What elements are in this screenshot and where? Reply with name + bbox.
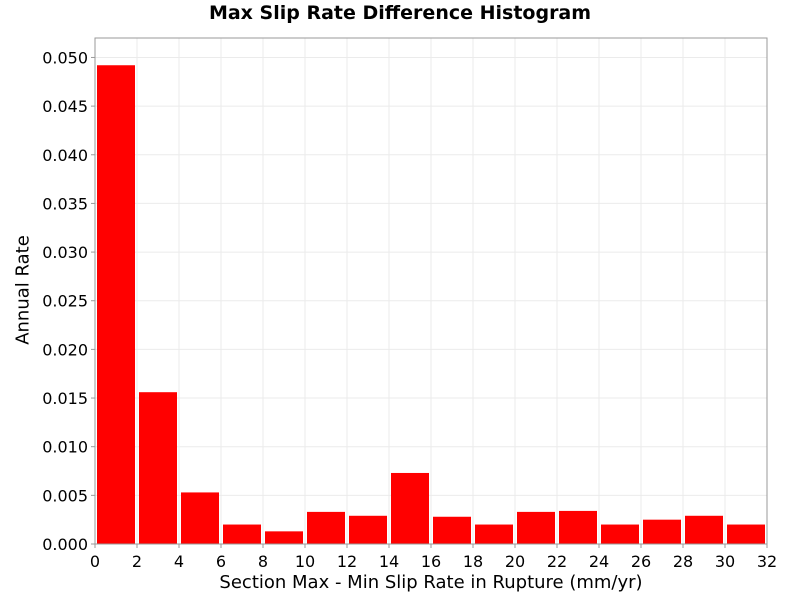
bars — [97, 65, 765, 544]
y-tick-label: 0.025 — [42, 292, 88, 311]
histogram-bar — [349, 515, 387, 544]
histogram-bar — [643, 519, 681, 544]
histogram-bar — [559, 510, 597, 544]
x-tick-label: 28 — [673, 552, 693, 571]
tick-labels: 0 2 4 6 8 10 12 14 16 18 20 22 24 26 28 30 320.0000.0050… — [42, 48, 777, 571]
x-tick-label: 18 — [463, 552, 483, 571]
x-tick-label: 26 — [631, 552, 651, 571]
histogram-bar — [181, 492, 219, 544]
histogram-bar — [517, 511, 555, 544]
histogram-bar — [727, 524, 765, 544]
x-tick-label: 6 — [216, 552, 226, 571]
histogram-bar — [685, 515, 723, 544]
x-axis-label: Section Max - Min Slip Rate in Rupture (… — [219, 572, 643, 593]
y-tick-label: 0.050 — [42, 48, 88, 67]
y-tick-label: 0.010 — [42, 438, 88, 457]
histogram-bar — [223, 524, 261, 544]
histogram-bar — [475, 524, 513, 544]
x-tick-label: 12 — [337, 552, 357, 571]
x-tick-label: 16 — [421, 552, 441, 571]
y-tick-label: 0.035 — [42, 194, 88, 213]
histogram-bar — [139, 392, 177, 544]
x-tick-label: 14 — [379, 552, 399, 571]
y-tick-label: 0.045 — [42, 97, 88, 116]
y-tick-label: 0.015 — [42, 389, 88, 408]
y-tick-label: 0.005 — [42, 486, 88, 505]
histogram-bar — [433, 516, 471, 544]
y-tick-label: 0.020 — [42, 340, 88, 359]
x-tick-label: 0 — [90, 552, 100, 571]
x-tick-label: 30 — [715, 552, 735, 571]
y-tick-label: 0.030 — [42, 243, 88, 262]
y-tick-label: 0.000 — [42, 535, 88, 554]
y-tick-label: 0.040 — [42, 146, 88, 165]
histogram-bar — [97, 65, 135, 544]
grid-lines — [94, 38, 768, 545]
chart-title: Max Slip Rate Difference Histogram — [208, 2, 592, 24]
histogram-bar — [307, 511, 345, 544]
histogram-bar — [265, 531, 303, 544]
x-tick-label: 8 — [258, 552, 268, 571]
x-tick-label: 4 — [174, 552, 184, 571]
x-tick-label: 20 — [505, 552, 525, 571]
x-tick-label: 10 — [295, 552, 315, 571]
x-tick-label: 2 — [132, 552, 142, 571]
histogram-bar — [601, 524, 639, 544]
x-tick-label: 24 — [589, 552, 609, 571]
histogram-bar — [391, 472, 429, 544]
x-tick-label: 22 — [547, 552, 567, 571]
x-tick-label: 32 — [757, 552, 777, 571]
